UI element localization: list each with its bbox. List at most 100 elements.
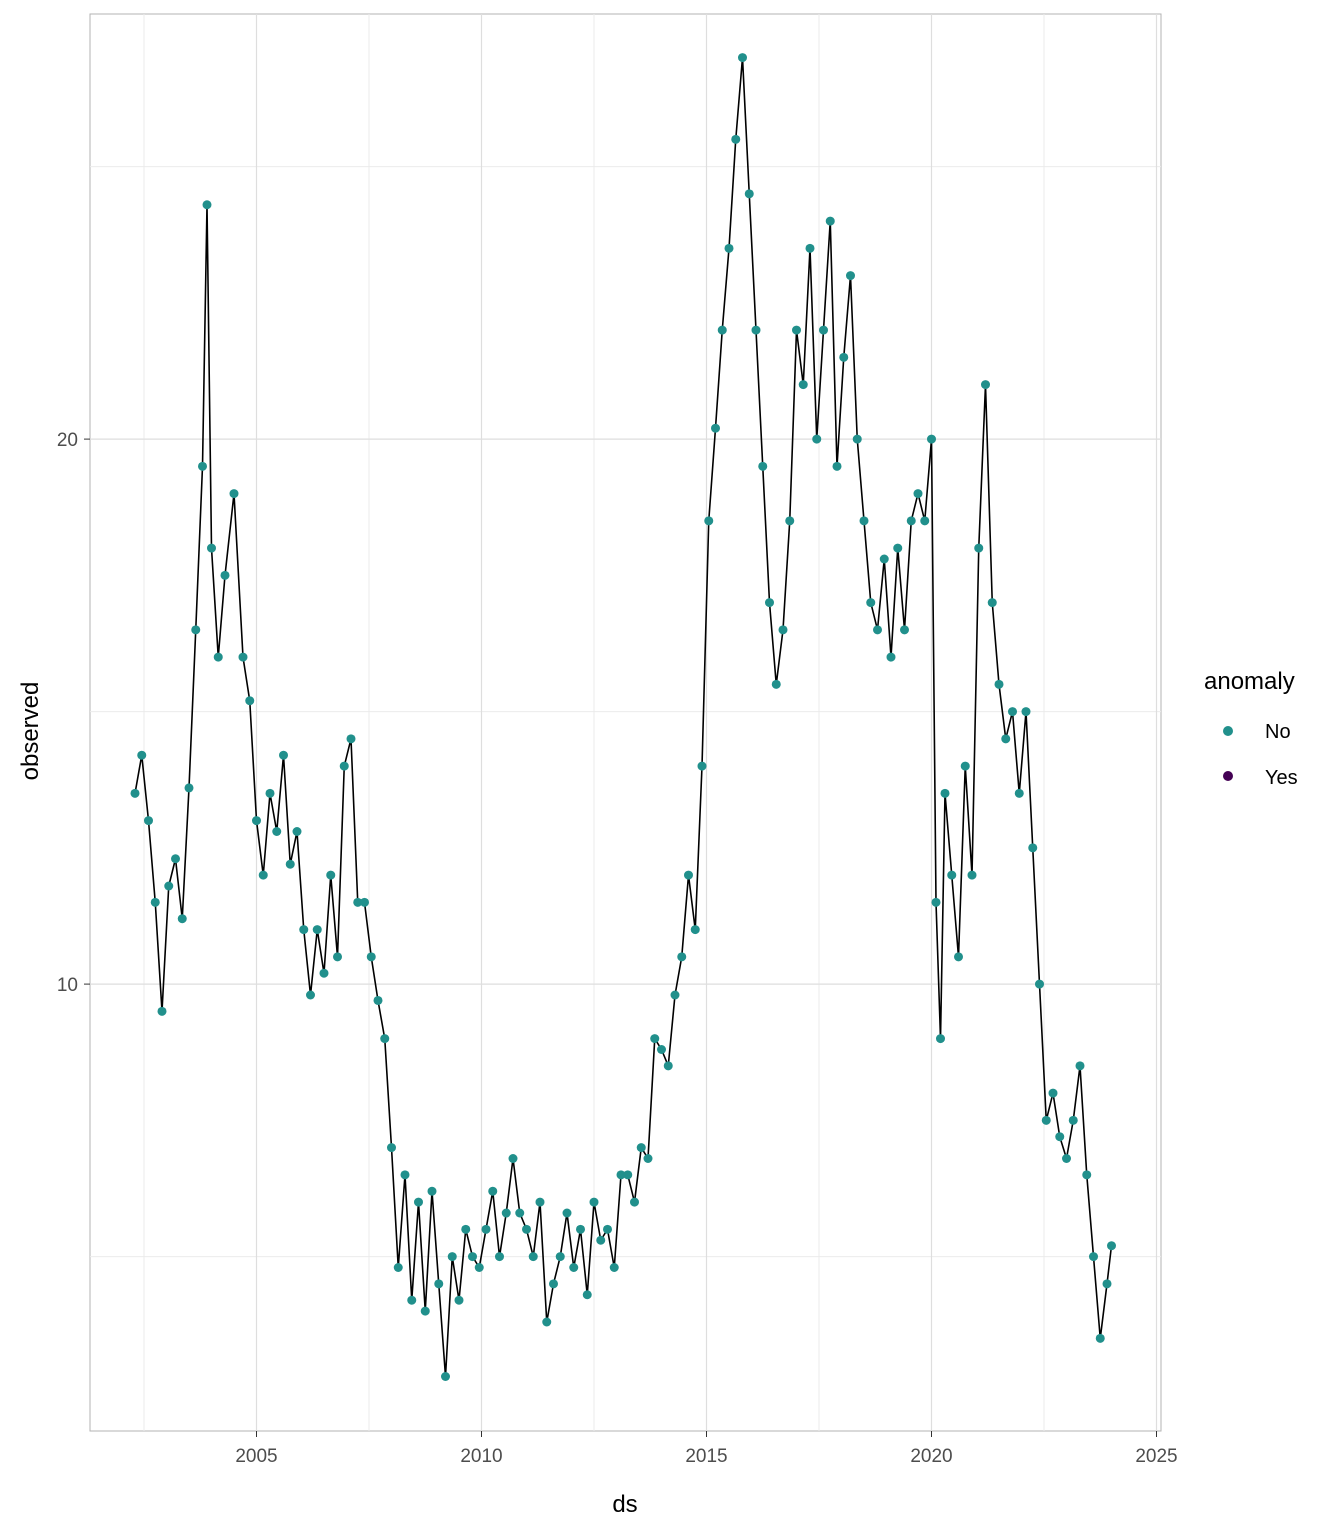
legend-label-yes: Yes	[1265, 767, 1298, 789]
observed-point	[657, 1045, 666, 1054]
observed-point	[207, 543, 216, 553]
observed-point	[1107, 1241, 1116, 1251]
observed-point	[1048, 1088, 1058, 1098]
observed-point	[1075, 1061, 1085, 1071]
observed-point	[164, 881, 174, 891]
observed-point	[744, 189, 754, 199]
observed-point	[954, 952, 963, 962]
observed-point	[420, 1306, 430, 1316]
observed-point	[886, 652, 896, 662]
observed-point	[468, 1252, 477, 1262]
observed-point	[454, 1295, 464, 1305]
observed-point	[360, 897, 369, 907]
observed-point	[852, 434, 862, 444]
observed-point	[1021, 707, 1031, 717]
observed-point	[1028, 843, 1038, 853]
observed-point	[589, 1197, 599, 1207]
observed-point	[1041, 1115, 1051, 1125]
observed-point	[1095, 1333, 1105, 1343]
observed-point	[987, 598, 997, 608]
legend: anomaly No Yes	[1204, 668, 1298, 789]
observed-point	[515, 1208, 525, 1218]
observed-point	[495, 1252, 504, 1262]
observed-point	[1014, 788, 1024, 798]
observed-point	[873, 625, 882, 635]
observed-point	[913, 489, 923, 499]
observed-point	[130, 788, 140, 798]
observed-point	[717, 325, 727, 335]
observed-point	[947, 870, 957, 880]
observed-point	[508, 1154, 518, 1163]
observed-point	[292, 827, 302, 836]
observed-point	[846, 271, 855, 281]
observed-point	[1055, 1132, 1065, 1142]
observed-point	[447, 1252, 457, 1262]
observed-point	[198, 461, 207, 471]
x-tick-label: 2025	[1135, 1446, 1177, 1467]
observed-point	[825, 216, 835, 226]
y-axis-ticks: 10 20	[57, 430, 90, 996]
observed-point	[623, 1170, 633, 1180]
observed-point	[609, 1263, 619, 1272]
observed-point	[1035, 979, 1044, 989]
observed-point	[981, 380, 990, 390]
observed-point	[738, 53, 747, 63]
legend-label-no: No	[1265, 721, 1291, 743]
observed-point	[353, 897, 363, 907]
x-tick-label: 2020	[910, 1446, 952, 1467]
observed-point	[380, 1034, 390, 1044]
observed-point	[636, 1143, 646, 1153]
observed-point	[387, 1143, 396, 1153]
observed-point	[474, 1263, 484, 1272]
observed-point	[616, 1170, 626, 1180]
observed-point	[562, 1208, 572, 1218]
observed-point	[171, 854, 180, 864]
observed-point	[812, 434, 822, 444]
observed-point	[542, 1317, 552, 1327]
observed-point	[670, 990, 680, 1000]
observed-point	[650, 1034, 660, 1044]
observed-point	[326, 870, 336, 880]
x-tick-label: 2015	[685, 1446, 727, 1467]
observed-point	[285, 859, 295, 869]
observed-point	[684, 870, 693, 880]
observed-point	[1008, 707, 1017, 717]
observed-point	[1082, 1170, 1092, 1180]
observed-points	[130, 53, 1116, 1381]
observed-point	[879, 554, 889, 564]
observed-point	[1102, 1279, 1112, 1289]
observed-point	[596, 1235, 606, 1245]
observed-point	[859, 516, 869, 526]
observed-point	[528, 1252, 538, 1262]
observed-point	[258, 870, 268, 880]
observed-point	[346, 734, 356, 744]
observed-point	[839, 352, 849, 362]
observed-point	[373, 995, 383, 1005]
observed-point	[900, 625, 909, 635]
observed-point	[927, 434, 936, 444]
observed-point	[569, 1263, 579, 1272]
observed-point	[265, 788, 275, 798]
observed-point	[312, 925, 322, 935]
observed-point	[220, 570, 230, 580]
observed-point	[549, 1279, 558, 1289]
observed-point	[319, 968, 329, 978]
observed-point	[751, 325, 761, 335]
observed-point	[1068, 1115, 1078, 1125]
observed-point	[245, 696, 255, 706]
observed-point	[333, 952, 342, 962]
observed-point	[299, 925, 309, 935]
y-axis-title: observed	[17, 682, 44, 781]
observed-point	[906, 516, 916, 526]
x-tick-label: 2010	[460, 1446, 502, 1467]
observed-point	[555, 1252, 565, 1262]
observed-point	[272, 827, 282, 836]
observed-point	[785, 516, 795, 526]
observed-point	[238, 652, 248, 662]
observed-point	[893, 543, 903, 553]
observed-point	[731, 134, 741, 144]
observed-point	[434, 1279, 444, 1289]
observed-point	[765, 598, 774, 608]
observed-point	[798, 380, 808, 390]
observed-point	[866, 598, 876, 608]
